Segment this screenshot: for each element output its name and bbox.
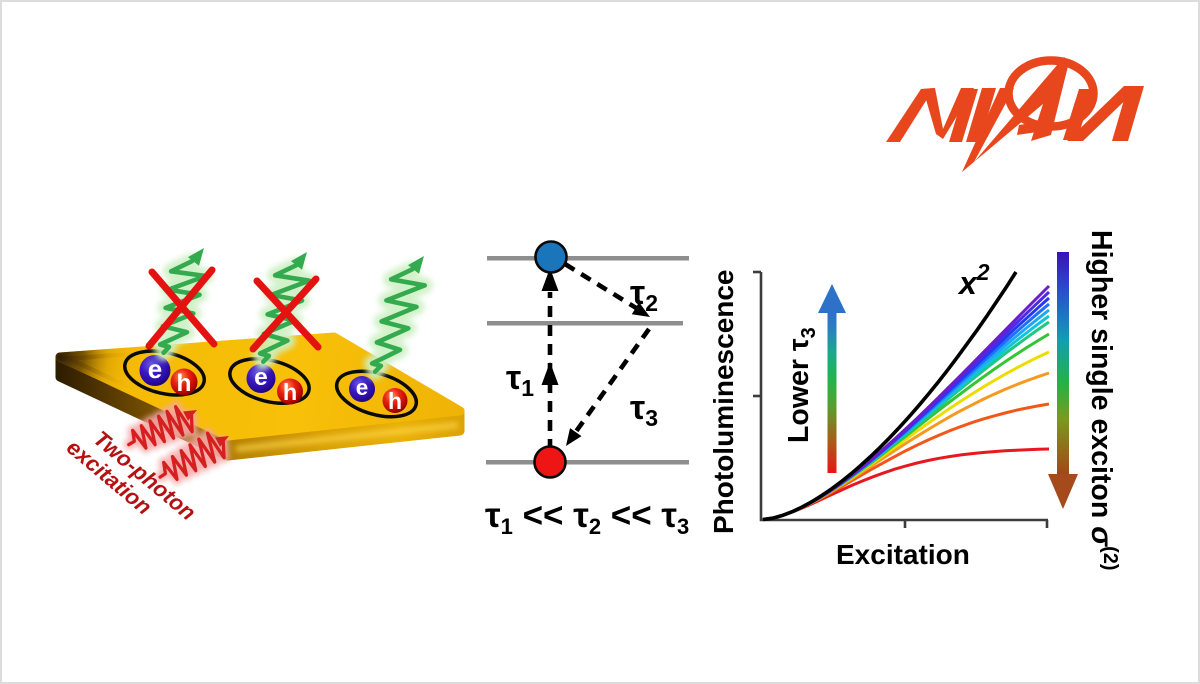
svg-text:τ3: τ3 [630,389,658,431]
svg-text:e: e [148,354,162,384]
svg-text:τ1 << τ2 << τ3: τ1 << τ2 << τ3 [485,496,689,539]
svg-text:Higher single exciton σ(2): Higher single exciton σ(2) [1085,230,1121,571]
svg-text:h: h [388,388,402,414]
svg-text:τ1: τ1 [506,359,534,401]
svg-text:Photoluminescence: Photoluminescence [708,269,739,534]
svg-text:Lower τ3: Lower τ3 [783,327,820,443]
svg-text:h: h [177,370,192,397]
svg-text:Excitation: Excitation [836,539,970,570]
svg-text:h: h [283,379,297,405]
svg-text:τ2: τ2 [630,274,658,316]
svg-text:e: e [254,364,268,391]
svg-text:e: e [356,375,369,400]
svg-text:x2: x2 [957,259,990,301]
